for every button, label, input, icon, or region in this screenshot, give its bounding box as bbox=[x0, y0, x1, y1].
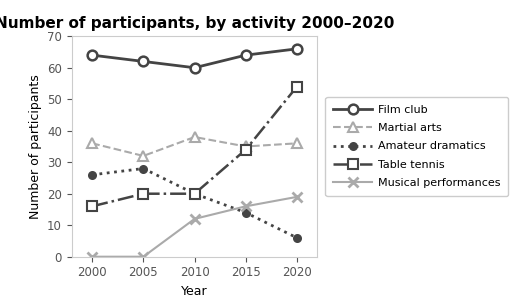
Title: Number of participants, by activity 2000–2020: Number of participants, by activity 2000… bbox=[0, 16, 394, 31]
Film club bbox=[140, 59, 146, 63]
Film club bbox=[191, 66, 198, 69]
Line: Amateur dramatics: Amateur dramatics bbox=[89, 165, 301, 241]
Film club bbox=[89, 53, 95, 57]
Table tennis bbox=[294, 85, 300, 88]
Table tennis bbox=[89, 204, 95, 208]
Musical performances bbox=[140, 255, 146, 259]
Martial arts bbox=[294, 142, 300, 145]
Line: Musical performances: Musical performances bbox=[88, 192, 302, 262]
Martial arts bbox=[191, 135, 198, 139]
Martial arts bbox=[243, 145, 249, 148]
Table tennis bbox=[243, 148, 249, 151]
Line: Table tennis: Table tennis bbox=[88, 82, 302, 211]
Musical performances bbox=[191, 217, 198, 221]
Y-axis label: Number of participants: Number of participants bbox=[29, 74, 41, 219]
Legend: Film club, Martial arts, Amateur dramatics, Table tennis, Musical performances: Film club, Martial arts, Amateur dramati… bbox=[326, 97, 508, 196]
Table tennis bbox=[140, 192, 146, 195]
Line: Film club: Film club bbox=[88, 44, 302, 72]
Amateur dramatics bbox=[140, 167, 146, 170]
Line: Martial arts: Martial arts bbox=[88, 132, 302, 161]
Musical performances bbox=[243, 204, 249, 208]
Film club bbox=[243, 53, 249, 57]
Musical performances bbox=[89, 255, 95, 259]
Amateur dramatics bbox=[191, 192, 198, 195]
Table tennis bbox=[191, 192, 198, 195]
Film club bbox=[294, 47, 300, 51]
Martial arts bbox=[140, 154, 146, 158]
Amateur dramatics bbox=[89, 173, 95, 177]
Musical performances bbox=[294, 195, 300, 199]
Martial arts bbox=[89, 142, 95, 145]
X-axis label: Year: Year bbox=[181, 285, 208, 298]
Amateur dramatics bbox=[243, 211, 249, 214]
Amateur dramatics bbox=[294, 236, 300, 239]
